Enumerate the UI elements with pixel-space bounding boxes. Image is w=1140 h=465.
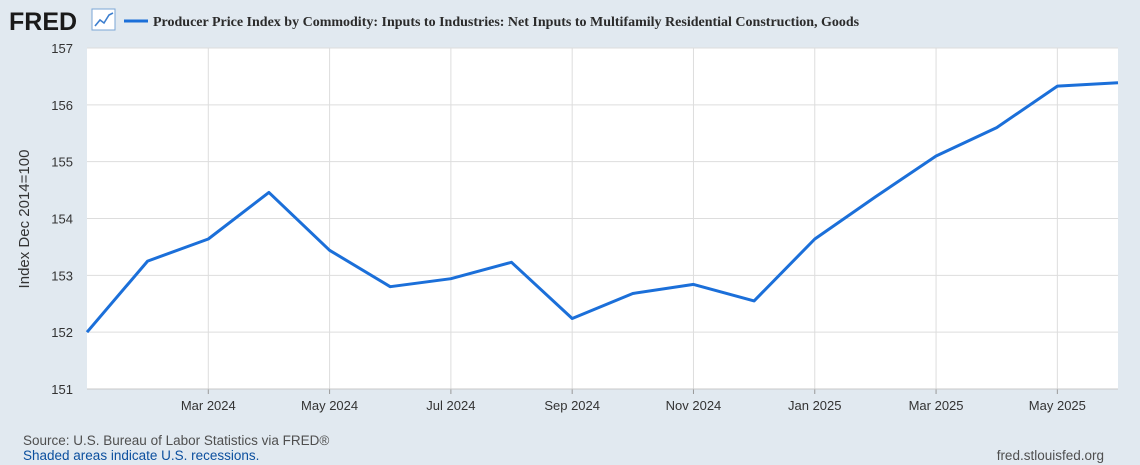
- source-note: Source: U.S. Bureau of Labor Statistics …: [23, 433, 329, 448]
- x-tick-label: Sep 2024: [544, 398, 600, 413]
- chart-title: Producer Price Index by Commodity: Input…: [153, 15, 860, 30]
- x-tick-label: Jul 2024: [426, 398, 475, 413]
- y-tick-label: 152: [51, 325, 73, 340]
- y-tick-label: 156: [51, 98, 73, 113]
- y-axis-label: Index Dec 2014=100: [16, 150, 33, 289]
- y-tick-label: 153: [51, 268, 73, 283]
- x-tick-label: Mar 2024: [181, 398, 236, 413]
- fred-logo[interactable]: FRED: [9, 8, 77, 36]
- x-axis-ticks: Mar 2024 May 2024 Jul 2024 Sep 2024 Nov 2024…: [181, 389, 1086, 413]
- series-line: [85, 81, 1119, 334]
- recession-note[interactable]: Shaded areas indicate U.S. recessions.: [23, 448, 259, 463]
- gridlines: [87, 47, 1118, 389]
- y-tick-label: 157: [51, 41, 73, 56]
- trend-line-icon: [91, 8, 116, 31]
- y-tick-label: 151: [51, 382, 73, 397]
- y-tick-label: 154: [51, 212, 73, 227]
- y-tick-label: 155: [51, 155, 73, 170]
- x-tick-label: May 2025: [1029, 398, 1086, 413]
- fred-site-link[interactable]: fred.stlouisfed.org: [997, 448, 1104, 463]
- y-axis-ticks: 151 152 153 154 155 156 157: [51, 41, 73, 397]
- x-tick-label: Jan 2025: [788, 398, 842, 413]
- x-tick-label: May 2024: [301, 398, 358, 413]
- x-tick-label: Nov 2024: [666, 398, 722, 413]
- x-tick-label: Mar 2025: [909, 398, 964, 413]
